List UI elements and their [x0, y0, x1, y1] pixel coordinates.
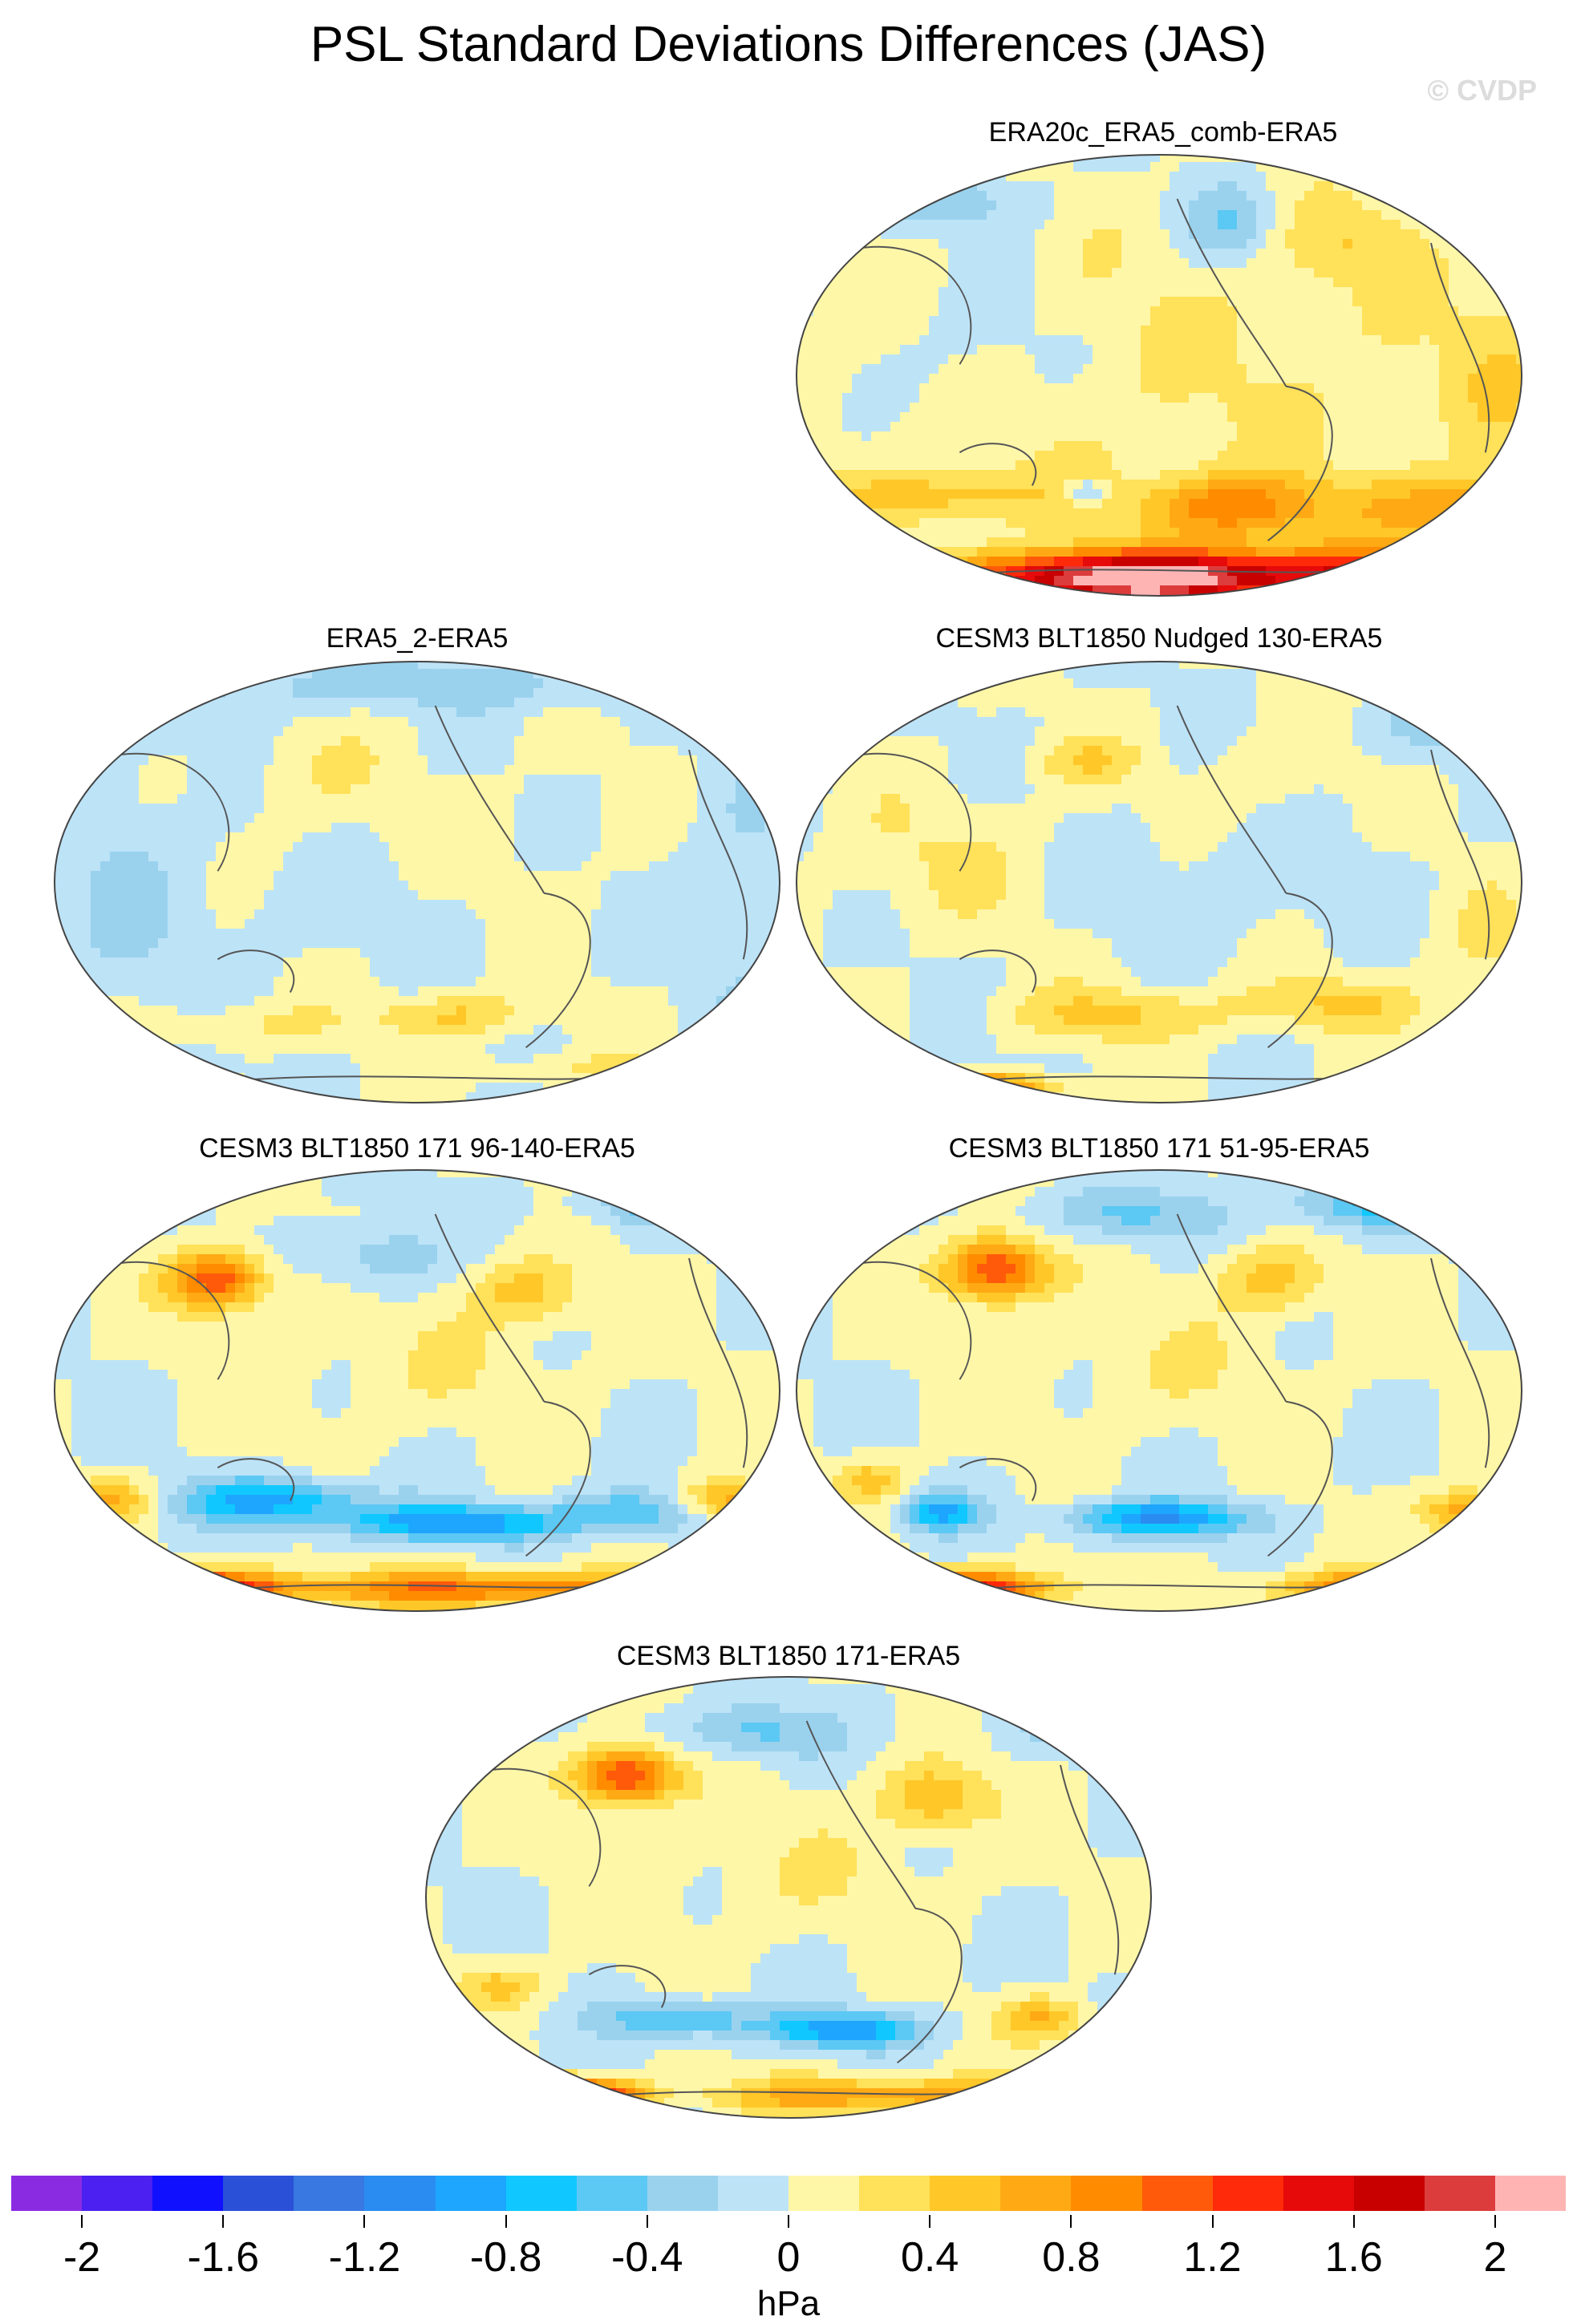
colorbar-tick-label: 0.8 [1007, 2233, 1135, 2281]
map-era20c [794, 152, 1524, 598]
colorbar-swatch [294, 2176, 364, 2211]
panel-label-nudged: CESM3 BLT1850 Nudged 130-ERA5 [798, 623, 1520, 654]
colorbar-tick [1494, 2215, 1496, 2228]
colorbar-swatch [1000, 2176, 1071, 2211]
colorbar-swatch [82, 2176, 152, 2211]
figure-title: PSL Standard Deviations Differences (JAS… [0, 16, 1577, 73]
panel-label-cesm-51-95: CESM3 BLT1850 171 51-95-ERA5 [798, 1133, 1520, 1164]
colorbar-tick-label: -1.2 [300, 2233, 428, 2281]
colorbar-tick-label: -2 [18, 2233, 146, 2281]
colorbar-tick [363, 2215, 365, 2228]
colorbar-swatch [1142, 2176, 1213, 2211]
colorbar-swatch [1213, 2176, 1283, 2211]
colorbar-tick-label: 1.6 [1290, 2233, 1418, 2281]
panel-label-cesm-96-140: CESM3 BLT1850 171 96-140-ERA5 [56, 1133, 778, 1164]
colorbar-swatch [152, 2176, 223, 2211]
colorbar-tick [929, 2215, 930, 2228]
colorbar-swatch [647, 2176, 718, 2211]
panel-label-era5-2: ERA5_2-ERA5 [56, 623, 778, 654]
colorbar-tick [505, 2215, 507, 2228]
colorbar-tick-label: 0.4 [866, 2233, 994, 2281]
units-label: hPa [0, 2284, 1577, 2324]
map-nudged [794, 659, 1524, 1105]
map-cesm-96-140 [52, 1168, 782, 1613]
colorbar-swatch [223, 2176, 294, 2211]
colorbar-swatch [1425, 2176, 1495, 2211]
colorbar-tick-label: 0 [724, 2233, 853, 2281]
colorbar-tick [1353, 2215, 1355, 2228]
map-era5-2 [52, 659, 782, 1105]
map-cesm-51-95 [794, 1168, 1524, 1613]
colorbar-tick-label: -1.6 [159, 2233, 287, 2281]
colorbar-swatch [577, 2176, 647, 2211]
cvdp-watermark: © CVDP [1427, 74, 1537, 107]
colorbar-swatch [364, 2176, 435, 2211]
colorbar-tick-label: 1.2 [1149, 2233, 1277, 2281]
colorbar [11, 2176, 1566, 2211]
colorbar-swatch [859, 2176, 930, 2211]
panel-label-era20c: ERA20c_ERA5_comb-ERA5 [802, 117, 1524, 148]
colorbar-tick-label: 2 [1431, 2233, 1559, 2281]
colorbar-swatch [1283, 2176, 1354, 2211]
colorbar-tick-label: -0.4 [583, 2233, 711, 2281]
colorbar-swatch [930, 2176, 1000, 2211]
colorbar-swatch [506, 2176, 577, 2211]
colorbar-tick [81, 2215, 83, 2228]
colorbar-swatch [1354, 2176, 1425, 2211]
colorbar-tick-label: -0.8 [442, 2233, 570, 2281]
colorbar-tick [647, 2215, 648, 2228]
colorbar-swatch [1071, 2176, 1141, 2211]
colorbar-swatch [11, 2176, 82, 2211]
colorbar-tick [1212, 2215, 1214, 2228]
colorbar-tick [788, 2215, 789, 2228]
colorbar-swatch [788, 2176, 859, 2211]
map-cesm-171 [424, 1674, 1153, 2120]
colorbar-swatch [436, 2176, 506, 2211]
colorbar-tick [222, 2215, 224, 2228]
colorbar-tick [1070, 2215, 1072, 2228]
panel-label-cesm-171: CESM3 BLT1850 171-ERA5 [428, 1641, 1149, 1672]
colorbar-swatch [1495, 2176, 1566, 2211]
colorbar-swatch [718, 2176, 788, 2211]
